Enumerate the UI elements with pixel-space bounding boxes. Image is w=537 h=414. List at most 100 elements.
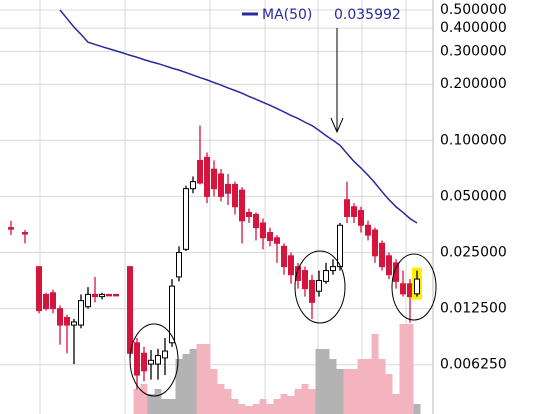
y-tick-label: 0.012500: [440, 301, 507, 317]
candle-body: [169, 285, 175, 344]
volume-bar: [168, 399, 176, 414]
y-tick-label: 0.100000: [440, 132, 507, 148]
candle-body: [197, 159, 203, 184]
volume-bar: [245, 406, 253, 414]
candle-body: [344, 199, 350, 218]
candle-body: [393, 262, 399, 282]
candle-body: [400, 283, 406, 295]
volume-bar: [273, 399, 281, 414]
volume-bar: [371, 334, 379, 414]
candle-body: [232, 183, 238, 208]
volume-bar: [203, 344, 211, 414]
volume-bar: [231, 399, 239, 414]
volume-bar: [322, 349, 330, 414]
candle-body: [50, 292, 56, 310]
candle-body: [267, 232, 273, 242]
candle-body: [323, 270, 329, 282]
candle-body: [134, 342, 140, 376]
y-tick-label: 0.006250: [440, 357, 507, 373]
candle-body: [43, 293, 49, 310]
candle-body: [253, 213, 259, 229]
volume-bar: [210, 369, 218, 414]
volume-bar: [301, 384, 309, 414]
moving-average: [59, 9, 418, 224]
volume-bar: [357, 359, 365, 414]
volume-bar: [147, 394, 155, 414]
arrow-head: [330, 117, 344, 134]
candle-body: [8, 227, 14, 230]
candle-body: [148, 359, 154, 365]
candle-body: [260, 222, 266, 239]
candle-body: [78, 300, 84, 326]
volume-bar: [175, 359, 183, 414]
candle-body: [295, 266, 301, 281]
volume-bar: [329, 359, 337, 414]
volume: [133, 324, 421, 414]
legend-value: 0.035992: [334, 7, 401, 23]
y-tick-label: 0.200000: [440, 76, 507, 92]
volume-bar: [343, 369, 351, 414]
grid: [0, 9, 433, 366]
circle-annotation: [391, 253, 437, 321]
volume-bar: [406, 324, 414, 414]
y-tick-label: 0.400000: [440, 20, 507, 36]
candle-body: [162, 350, 168, 359]
candle-body: [127, 266, 133, 354]
y-tick-label: 0.500000: [440, 2, 507, 18]
volume-bar: [350, 369, 358, 414]
candle-body: [204, 156, 210, 197]
candle-body: [246, 211, 252, 218]
candle-body: [225, 183, 231, 194]
volume-bar: [392, 394, 400, 414]
annotations: [129, 28, 437, 397]
candle-body: [281, 245, 287, 268]
volume-bar: [378, 359, 386, 414]
y-axis: 0.500000 0.400000 0.300000 0.200000 0.100000…: [432, 0, 507, 414]
candle-body: [141, 352, 147, 372]
volume-bar: [364, 359, 372, 414]
candle-body: [64, 317, 70, 326]
volume-bar: [336, 369, 344, 414]
candle-body: [316, 279, 322, 292]
volume-bar: [308, 389, 316, 414]
volume-bar: [315, 349, 323, 414]
volume-bar: [238, 404, 246, 414]
y-tick-label: 0.025000: [440, 245, 507, 261]
candle-body: [379, 242, 385, 268]
candle-body: [85, 293, 91, 308]
candle-body: [106, 293, 112, 297]
candle-body: [211, 168, 217, 190]
y-tick-label: 0.050000: [440, 188, 507, 204]
volume-bar: [133, 389, 141, 414]
candle-body: [176, 252, 182, 278]
volume-bar: [140, 384, 148, 414]
volume-bar: [385, 374, 393, 414]
volume-bar: [224, 389, 232, 414]
candle-body: [274, 237, 280, 244]
candle-body: [365, 224, 371, 236]
vertical-grid: [39, 0, 407, 414]
candle-body: [337, 224, 343, 268]
volume-bar: [399, 324, 407, 414]
circle-annotation: [294, 250, 346, 324]
candle-body: [414, 278, 420, 295]
volume-bar: [182, 354, 190, 414]
ma-line: [59, 9, 418, 224]
candle-body: [288, 255, 294, 276]
candle-body: [71, 321, 77, 326]
candle-body: [309, 279, 315, 303]
candle-body: [113, 293, 119, 297]
candle-body: [407, 283, 413, 298]
candle-body: [330, 266, 336, 272]
candle-body: [372, 229, 378, 257]
legend: MA(50) 0.035992: [242, 7, 401, 23]
candle-body: [92, 293, 98, 298]
candle-body: [36, 266, 42, 312]
candle-body: [22, 232, 28, 235]
candle-body: [218, 173, 224, 197]
volume-bar: [294, 389, 302, 414]
volume-bar: [287, 396, 295, 414]
y-tick-label: 0.300000: [440, 43, 507, 59]
candles: [8, 125, 422, 390]
